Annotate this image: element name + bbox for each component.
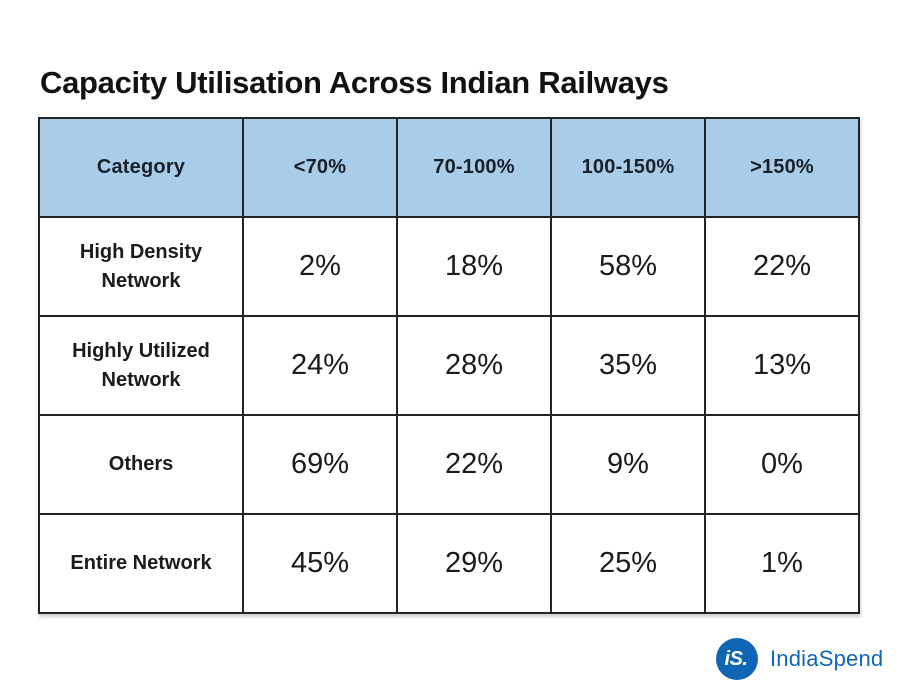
cell-value: 58% xyxy=(550,216,706,317)
cell-value: 13% xyxy=(704,315,860,416)
cell-value: 22% xyxy=(396,414,552,515)
row-category: Highly Utilized Network xyxy=(38,315,244,416)
header-gt150: >150% xyxy=(704,117,860,218)
cell-value: 2% xyxy=(242,216,398,317)
cell-value: 24% xyxy=(242,315,398,416)
table-row: Highly Utilized Network 24% 28% 35% 13% xyxy=(38,315,860,416)
cell-value: 18% xyxy=(396,216,552,317)
cell-value: 45% xyxy=(242,513,398,614)
table-row: Others 69% 22% 9% 0% xyxy=(38,414,860,515)
row-category: Entire Network xyxy=(38,513,244,614)
indiaspend-logo-name: IndiaSpend xyxy=(770,646,884,671)
cell-value: 28% xyxy=(396,315,552,416)
row-category: Others xyxy=(38,414,244,515)
header-100-150: 100-150% xyxy=(550,117,706,218)
capacity-utilisation-table: Category <70% 70-100% 100-150% >150% Hig… xyxy=(38,117,860,614)
cell-value: 9% xyxy=(550,414,706,515)
header-70-100: 70-100% xyxy=(396,117,552,218)
cell-value: 1% xyxy=(704,513,860,614)
indiaspend-logo: iS. IndiaSpend xyxy=(716,638,883,680)
table-header-row: Category <70% 70-100% 100-150% >150% xyxy=(38,117,860,218)
table-row: Entire Network 45% 29% 25% 1% xyxy=(38,513,860,614)
header-lt70: <70% xyxy=(242,117,398,218)
table-row: High Density Network 2% 18% 58% 22% xyxy=(38,216,860,317)
row-category: High Density Network xyxy=(38,216,244,317)
cell-value: 22% xyxy=(704,216,860,317)
cell-value: 0% xyxy=(704,414,860,515)
cell-value: 69% xyxy=(242,414,398,515)
indiaspend-logo-icon: iS. xyxy=(716,638,758,680)
cell-value: 35% xyxy=(550,315,706,416)
header-category: Category xyxy=(38,117,244,218)
cell-value: 25% xyxy=(550,513,706,614)
page-title: Capacity Utilisation Across Indian Railw… xyxy=(40,64,669,100)
cell-value: 29% xyxy=(396,513,552,614)
